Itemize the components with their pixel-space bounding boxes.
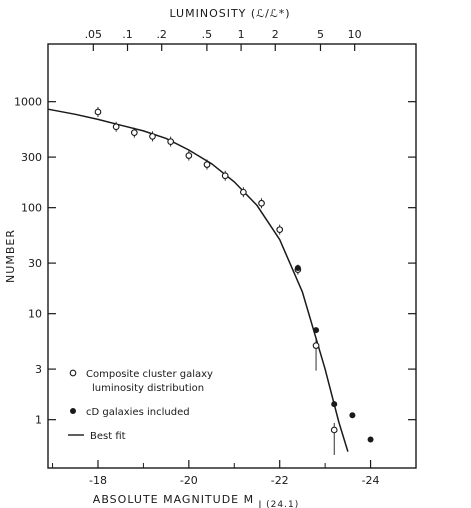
open-circle-point [330, 426, 338, 434]
x-tick-label: -18 [89, 474, 107, 487]
top-tick-label: .05 [85, 28, 103, 41]
y-axis-title: NUMBER [4, 229, 17, 283]
legend-open-circle-marker [69, 369, 77, 377]
plot-frame [47, 43, 417, 469]
legend-label-best-fit: Best fit [90, 431, 126, 442]
axis-ticks: -18 -20 -22 -24 .05 .1 .2 .5 1 2 5 10 1 3 10 30 100 300 10… [14, 28, 417, 487]
open-circle-point [149, 133, 156, 140]
open-circle-point [94, 108, 102, 116]
open-circle-point [112, 123, 120, 131]
top-tick-label: .1 [122, 28, 133, 41]
open-circle-point [312, 342, 320, 349]
top-tick-label: 10 [348, 28, 362, 41]
top-tick-label: 1 [238, 28, 245, 41]
top-tick-label: .2 [156, 28, 167, 41]
x-tick-label: -22 [271, 474, 289, 487]
best-fit-layer [47, 108, 349, 452]
open-circle-point [240, 188, 247, 196]
x-tick-label: -20 [180, 474, 198, 487]
open-circle-point [221, 172, 229, 180]
top-axis-title: LUMINOSITY (ℒ/ℒ*) [169, 7, 290, 20]
open-circle-point [203, 161, 211, 168]
top-tick-label: 2 [272, 28, 279, 41]
x-tick-label: -24 [362, 474, 380, 487]
data-points-layer [94, 106, 374, 455]
y-tick-label: 1000 [14, 96, 42, 109]
y-tick-label: 100 [21, 202, 42, 215]
filled-circle-point [349, 412, 356, 419]
legend: Composite cluster galaxy luminosity dist… [68, 369, 213, 442]
y-tick-label: 30 [28, 257, 42, 270]
legend-label-composite-line2: luminosity distribution [92, 383, 204, 394]
legend-label-cd-galaxies: cD galaxies included [86, 407, 190, 418]
x-axis-title-main: ABSOLUTE MAGNITUDE M [93, 493, 254, 506]
x-axis-title: ABSOLUTE MAGNITUDE M J (24.1) [93, 493, 299, 508]
x-axis-title-subscript: J (24.1) [258, 500, 300, 508]
top-tick-label: .5 [202, 28, 213, 41]
open-circle-point [167, 138, 175, 145]
y-tick-label: 10 [28, 308, 42, 321]
open-circle-point [130, 129, 138, 137]
filled-circle-point [313, 327, 320, 334]
best-fit-line [47, 108, 349, 452]
legend-label-composite-line1: Composite cluster galaxy [86, 369, 213, 380]
filled-circle-point [367, 436, 374, 443]
legend-filled-circle-marker [70, 408, 76, 414]
filled-circle-point [294, 264, 301, 271]
y-tick-label: 1 [35, 414, 42, 427]
open-circle-point [258, 199, 265, 207]
filled-circle-point [331, 401, 338, 408]
y-tick-label: 3 [35, 363, 42, 376]
open-circle-point [276, 226, 284, 234]
open-circle-point [185, 152, 193, 159]
y-tick-label: 300 [21, 151, 42, 164]
top-tick-label: 5 [317, 28, 324, 41]
